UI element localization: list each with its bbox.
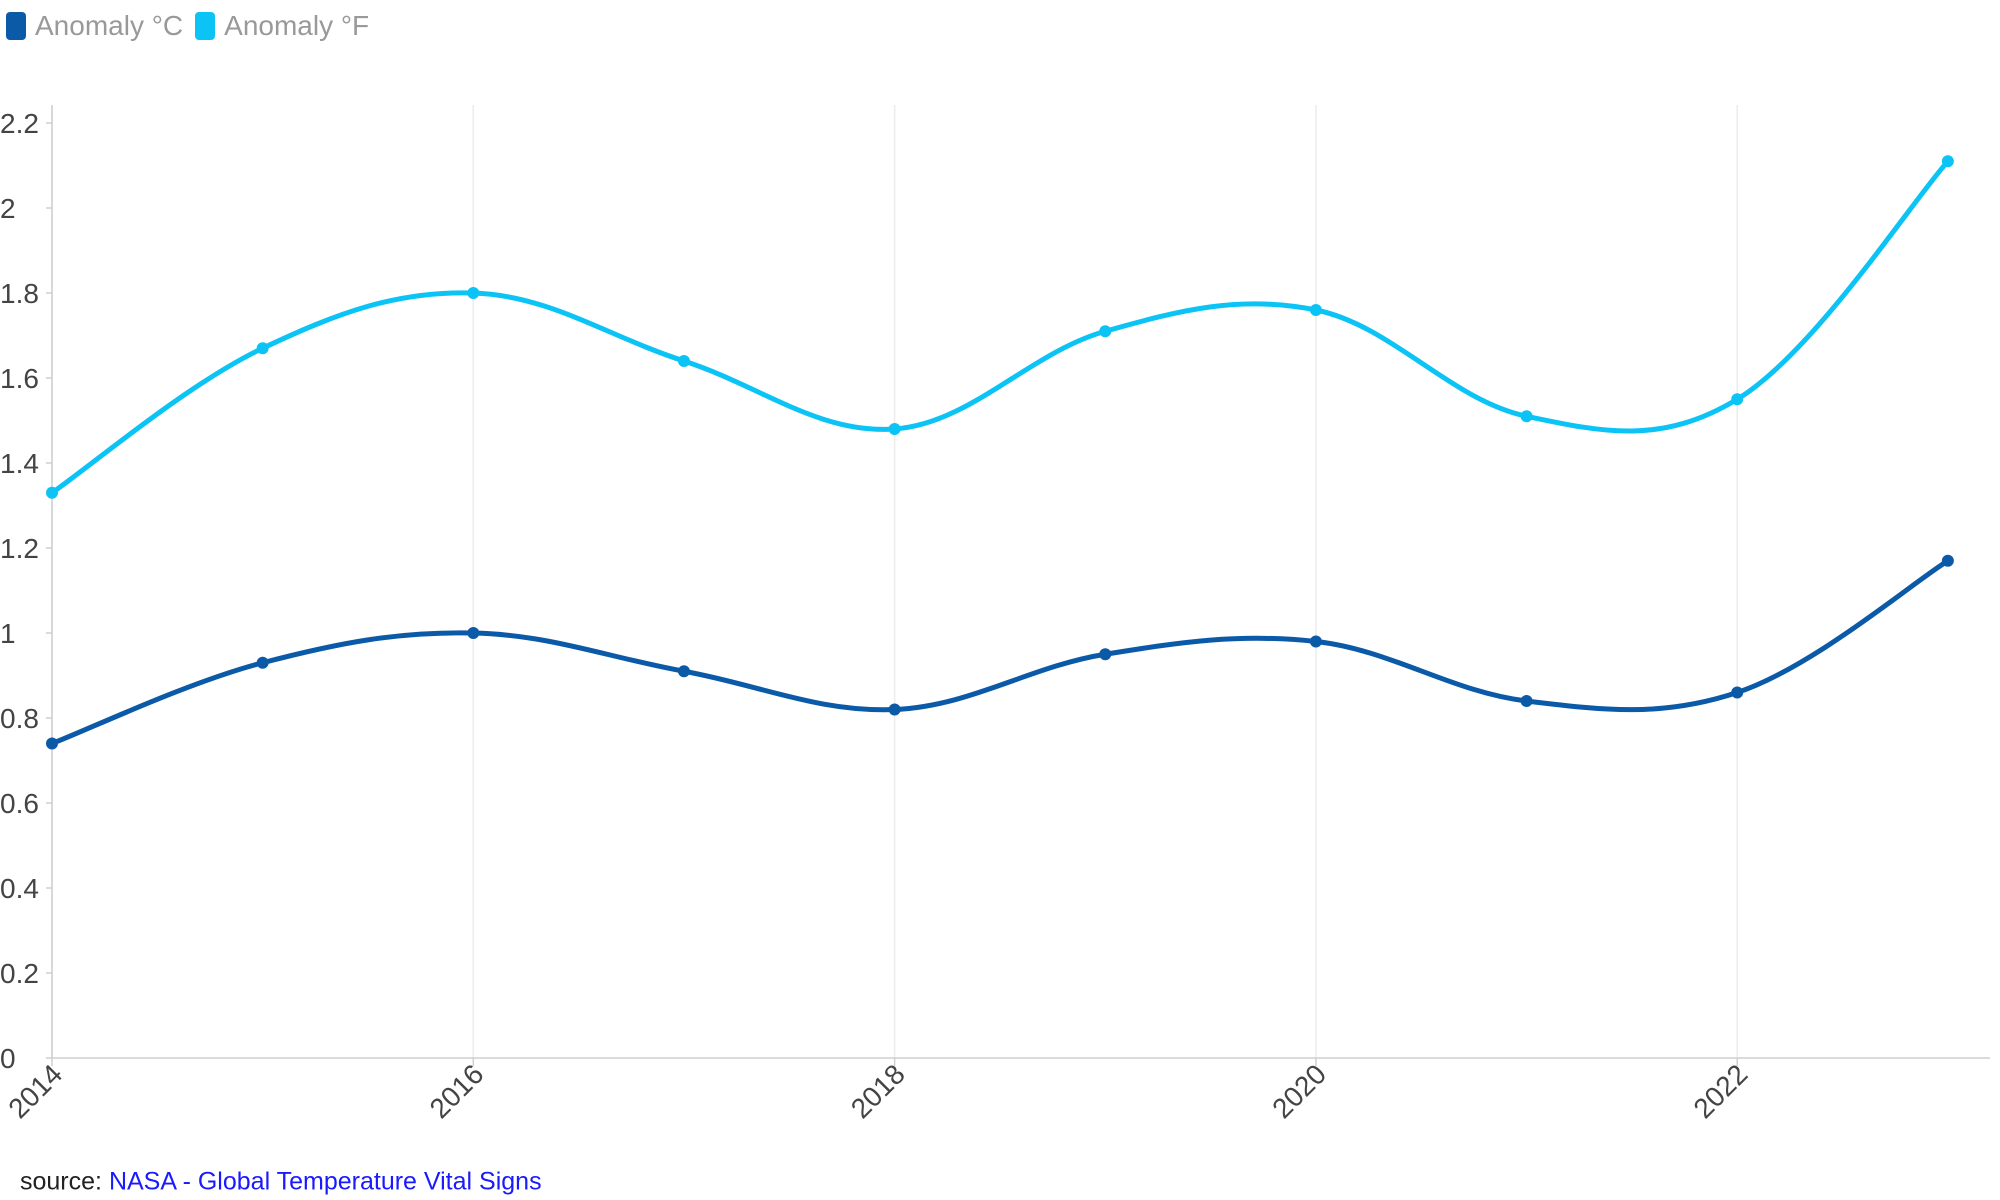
x-tick-label: 2020 xyxy=(1266,1058,1332,1124)
data-point-fahrenheit xyxy=(1099,325,1112,338)
legend-item-fahrenheit[interactable]: Anomaly °F xyxy=(195,10,369,42)
x-tick-label: 2018 xyxy=(845,1058,911,1124)
source-prefix: source: xyxy=(20,1167,102,1196)
series-line-fahrenheit xyxy=(49,158,1951,496)
source-note: source: NASA - Global Temperature Vital … xyxy=(20,1168,542,1197)
data-point-fahrenheit xyxy=(1731,393,1744,406)
data-point-fahrenheit xyxy=(888,423,901,435)
legend-swatch-fahrenheit xyxy=(195,12,216,40)
y-tick-label: 1.6 xyxy=(0,363,39,394)
legend-swatch-celsius xyxy=(6,12,26,40)
y-tick-label: 2.2 xyxy=(0,108,39,139)
data-point-celsius xyxy=(677,665,690,678)
y-tick-label: 1.2 xyxy=(0,533,39,564)
data-point-celsius xyxy=(256,656,269,669)
x-tick-label: 2022 xyxy=(1687,1058,1753,1124)
y-tick-label: 2 xyxy=(0,193,16,224)
data-point-fahrenheit xyxy=(467,287,480,299)
data-point-fahrenheit xyxy=(46,486,58,499)
data-point-celsius xyxy=(1309,635,1322,648)
data-point-celsius xyxy=(1941,554,1954,567)
y-tick-label: 0.4 xyxy=(0,873,39,904)
data-point-fahrenheit xyxy=(1309,304,1322,316)
y-tick-label: 1.8 xyxy=(0,278,39,309)
y-tick-label: 1 xyxy=(0,618,16,649)
y-tick-label: 0 xyxy=(0,1043,16,1074)
x-tick-label: 2016 xyxy=(424,1058,490,1124)
y-tick-label: 0.6 xyxy=(0,788,39,819)
legend-item-celsius[interactable]: Anomaly °C xyxy=(6,10,183,42)
legend-label-fahrenheit: Anomaly °F xyxy=(224,10,370,41)
series-line-celsius xyxy=(49,558,1951,746)
data-point-fahrenheit xyxy=(1520,410,1533,423)
data-point-fahrenheit xyxy=(677,355,690,367)
y-tick-label: 0.2 xyxy=(0,958,39,989)
y-tick-label: 1.4 xyxy=(0,448,39,479)
legend-label-celsius: Anomaly °C xyxy=(35,10,184,41)
data-point-celsius xyxy=(1099,648,1112,661)
data-point-celsius xyxy=(888,703,901,716)
data-point-celsius xyxy=(467,627,480,639)
source-link[interactable]: NASA - Global Temperature Vital Signs xyxy=(108,1167,542,1196)
chart-legend: Anomaly °C Anomaly °F xyxy=(6,10,369,42)
data-point-celsius xyxy=(1520,695,1533,707)
data-point-celsius xyxy=(46,737,58,750)
y-tick-label: 0.8 xyxy=(0,703,39,734)
data-point-fahrenheit xyxy=(1941,155,1954,168)
data-point-fahrenheit xyxy=(256,342,269,355)
data-point-celsius xyxy=(1731,686,1744,699)
